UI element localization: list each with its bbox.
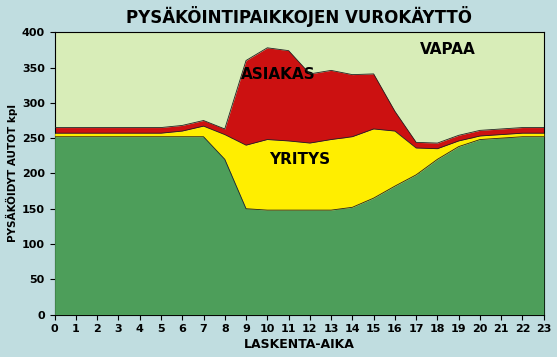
X-axis label: LASKENTA-AIKA: LASKENTA-AIKA xyxy=(244,338,355,351)
Text: VAPAA: VAPAA xyxy=(420,42,476,57)
Text: YRITYS: YRITYS xyxy=(268,152,330,167)
Title: PYSÄKÖINTIPAIKKOJEN VUROKÄYTTÖ: PYSÄKÖINTIPAIKKOJEN VUROKÄYTTÖ xyxy=(126,6,472,26)
Text: ASUKAS: ASUKAS xyxy=(137,251,207,266)
Text: ASIAKAS: ASIAKAS xyxy=(241,67,315,82)
Y-axis label: PYSÄKÖIDYT AUTOT kpl: PYSÄKÖIDYT AUTOT kpl xyxy=(6,104,18,242)
